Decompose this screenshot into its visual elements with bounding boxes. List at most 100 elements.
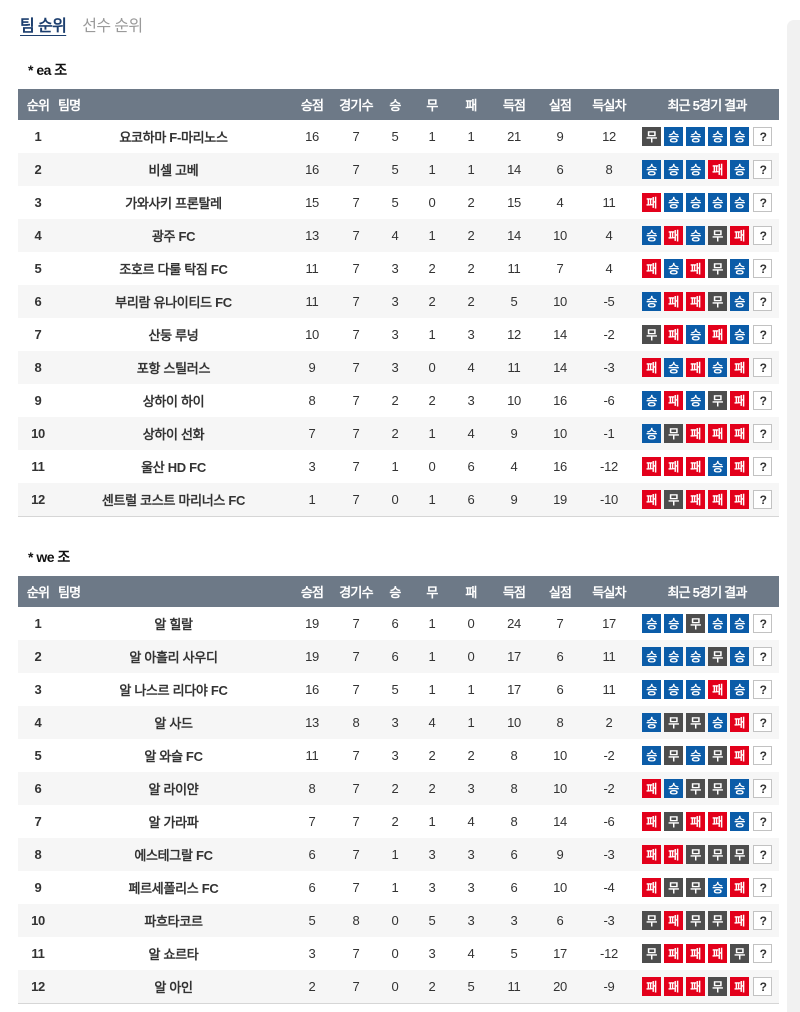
losses-cell: 2 — [467, 228, 475, 243]
next-match-badge[interactable]: ? — [753, 977, 773, 996]
result-badge-loss: 패 — [707, 812, 727, 831]
column-header-rank: 순위 — [18, 576, 58, 607]
played-cell: 7 — [352, 294, 360, 309]
goal-diff-cell: 2 — [605, 715, 613, 730]
next-match-badge[interactable]: ? — [753, 647, 773, 666]
next-match-badge[interactable]: ? — [753, 127, 773, 146]
tab-team-ranking[interactable]: 팀 순위 — [20, 18, 67, 35]
goals-against-cell: 8 — [556, 715, 564, 730]
played-cell: 7 — [352, 880, 360, 895]
column-header-played: 경기수 — [335, 576, 377, 607]
next-match-badge[interactable]: ? — [753, 779, 773, 798]
next-match-badge[interactable]: ? — [753, 812, 773, 831]
recent-results-cell: 패 무 패 패 패? — [635, 483, 779, 517]
column-header-goals-for: 득점 — [491, 89, 537, 120]
next-match-badge[interactable]: ? — [753, 944, 773, 963]
result-badge-draw: 무 — [685, 614, 705, 633]
goals-against-cell: 6 — [556, 913, 564, 928]
table-row: 1 요코하마 F-마리노스 16 7 5 1 1 21 9 12 무 승 승 승 승? — [18, 120, 779, 153]
wins-cell: 3 — [391, 360, 399, 375]
draws-cell: 2 — [428, 781, 436, 796]
recent-results-cell: 패 승 패 무 승? — [635, 252, 779, 285]
next-match-badge[interactable]: ? — [753, 391, 773, 410]
played-cell: 7 — [352, 814, 360, 829]
column-header-losses: 패 — [451, 576, 491, 607]
result-badge-loss: 패 — [663, 292, 683, 311]
next-match-badge[interactable]: ? — [753, 457, 773, 476]
tab-player-ranking[interactable]: 선수 순위 — [82, 18, 143, 35]
losses-cell: 3 — [467, 880, 475, 895]
result-badge-loss: 패 — [729, 424, 749, 443]
result-badge-draw: 무 — [729, 845, 749, 864]
next-match-badge[interactable]: ? — [753, 325, 773, 344]
recent-results-cell: 승 패 승 무 패? — [635, 219, 779, 252]
goals-for-cell: 6 — [510, 847, 518, 862]
rank-cell: 8 — [34, 847, 42, 862]
next-match-badge[interactable]: ? — [753, 490, 773, 509]
next-match-badge[interactable]: ? — [753, 193, 773, 212]
team-cell: 파흐타코르 — [144, 914, 203, 929]
result-badge-loss: 패 — [685, 457, 705, 476]
scrollbar-track[interactable] — [787, 20, 800, 1012]
next-match-badge[interactable]: ? — [753, 226, 773, 245]
goals-against-cell: 10 — [553, 748, 567, 763]
rank-cell: 11 — [31, 946, 45, 961]
draws-cell: 5 — [428, 913, 436, 928]
table-row: 5 조호르 다룰 탁짐 FC 11 7 3 2 2 11 7 4 패 승 패 무 승? — [18, 252, 779, 285]
recent-results-cell: 승 무 무 승 패? — [635, 706, 779, 739]
next-match-badge[interactable]: ? — [753, 424, 773, 443]
next-match-badge[interactable]: ? — [753, 911, 773, 930]
losses-cell: 6 — [467, 459, 475, 474]
next-match-badge[interactable]: ? — [753, 680, 773, 699]
result-badge-win: 승 — [641, 647, 661, 666]
wins-cell: 4 — [391, 228, 399, 243]
goals-against-cell: 10 — [553, 880, 567, 895]
recent-results: 패 무 무 승 패? — [640, 878, 774, 897]
result-badge-loss: 패 — [685, 977, 705, 996]
recent-results-cell: 승 패 승 무 패? — [635, 384, 779, 417]
points-cell: 8 — [308, 393, 316, 408]
recent-results: 패 승 패 승 패? — [640, 358, 774, 377]
next-match-badge[interactable]: ? — [753, 614, 773, 633]
next-match-badge[interactable]: ? — [753, 292, 773, 311]
points-cell: 15 — [305, 195, 319, 210]
wins-cell: 1 — [391, 880, 399, 895]
goals-for-cell: 9 — [510, 426, 518, 441]
result-badge-win: 승 — [729, 680, 749, 699]
column-header-goals-against: 실점 — [537, 576, 583, 607]
column-header-goal-diff: 득실차 — [583, 576, 635, 607]
losses-cell: 1 — [467, 682, 475, 697]
goal-diff-cell: -9 — [603, 979, 615, 994]
next-match-badge[interactable]: ? — [753, 845, 773, 864]
next-match-badge[interactable]: ? — [753, 878, 773, 897]
recent-results-cell: 승 패 패 무 승? — [635, 285, 779, 318]
next-match-badge[interactable]: ? — [753, 160, 773, 179]
next-match-badge[interactable]: ? — [753, 259, 773, 278]
goal-diff-cell: -4 — [603, 880, 615, 895]
column-header-team: 팀명 — [58, 89, 289, 120]
result-badge-loss: 패 — [707, 680, 727, 699]
recent-results: 무 승 승 승 승? — [640, 127, 774, 146]
recent-results: 승 무 승 무 패? — [640, 746, 774, 765]
played-cell: 7 — [352, 426, 360, 441]
rank-cell: 12 — [31, 492, 45, 507]
recent-results: 승 승 무 승 승? — [640, 614, 774, 633]
goals-for-cell: 3 — [510, 913, 518, 928]
next-match-badge[interactable]: ? — [753, 746, 773, 765]
result-badge-loss: 패 — [663, 911, 683, 930]
goals-against-cell: 9 — [556, 129, 564, 144]
goals-for-cell: 8 — [510, 814, 518, 829]
losses-cell: 1 — [467, 715, 475, 730]
recent-results: 패 패 패 승 패? — [640, 457, 774, 476]
goals-for-cell: 17 — [507, 682, 521, 697]
next-match-badge[interactable]: ? — [753, 358, 773, 377]
table-row: 12 센트럴 코스트 마리너스 FC 1 7 0 1 6 9 19 -10 패 무 패 패 패? — [18, 483, 779, 517]
next-match-badge[interactable]: ? — [753, 713, 773, 732]
rank-cell: 4 — [34, 228, 42, 243]
draws-cell: 1 — [428, 616, 436, 631]
rank-cell: 5 — [34, 748, 42, 763]
result-badge-win: 승 — [685, 391, 705, 410]
